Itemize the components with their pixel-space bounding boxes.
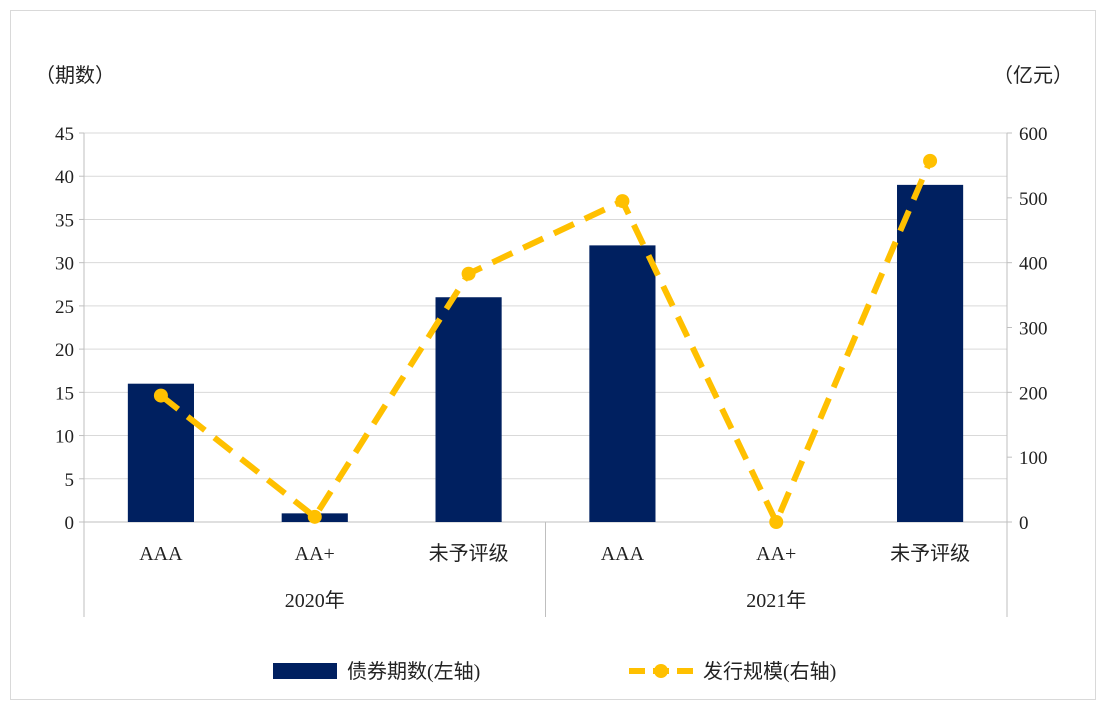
category-label: AAA bbox=[139, 543, 183, 565]
right-tick-label: 300 bbox=[1019, 319, 1048, 340]
bar bbox=[127, 383, 194, 522]
legend-bar-label: 债券期数(左轴) bbox=[347, 660, 480, 683]
line-point bbox=[769, 515, 784, 529]
left-axis-unit: （期数） bbox=[35, 65, 115, 87]
chart-frame: （期数） （亿元） 0 5 10 15 20 25 30 35 40 45 0 100 200 300 40… bbox=[10, 10, 1096, 700]
left-tick-label: 5 bbox=[65, 470, 75, 491]
left-tick-label: 10 bbox=[55, 427, 74, 448]
legend-bar-swatch bbox=[273, 663, 337, 679]
legend-line-label: 发行规模(右轴) bbox=[703, 660, 836, 683]
category-label: 未予评级 bbox=[890, 542, 970, 565]
category-label: AA+ bbox=[295, 543, 335, 565]
left-tick-label: 25 bbox=[55, 297, 74, 318]
category-label: 未予评级 bbox=[429, 542, 509, 565]
bar bbox=[897, 184, 964, 522]
chart-svg: 0 5 10 15 20 25 30 35 40 45 0 100 200 300 400 500 600 AAA… bbox=[55, 124, 1048, 683]
bar bbox=[435, 297, 502, 522]
right-tick-label: 0 bbox=[1019, 513, 1029, 534]
left-tick-label: 0 bbox=[65, 513, 75, 534]
right-axis-unit: （亿元） bbox=[993, 65, 1073, 87]
right-tick-label: 400 bbox=[1019, 254, 1048, 275]
right-tick-label: 100 bbox=[1019, 448, 1048, 469]
legend-line-marker bbox=[654, 664, 668, 678]
line-point bbox=[615, 194, 630, 209]
category-label: AA+ bbox=[756, 543, 796, 565]
group-label: 2020年 bbox=[285, 589, 345, 612]
left-tick-label: 45 bbox=[55, 124, 74, 145]
line-point bbox=[461, 266, 476, 281]
left-tick-label: 15 bbox=[55, 383, 74, 404]
line-point bbox=[307, 509, 322, 524]
category-label: AAA bbox=[601, 543, 645, 565]
left-tick-label: 35 bbox=[55, 210, 74, 231]
left-tick-label: 40 bbox=[55, 167, 74, 188]
line-point bbox=[153, 388, 168, 403]
right-tick-label: 600 bbox=[1019, 124, 1048, 145]
left-tick-label: 20 bbox=[55, 340, 74, 361]
line-point bbox=[923, 153, 938, 168]
bar bbox=[589, 245, 656, 522]
right-tick-label: 200 bbox=[1019, 383, 1048, 404]
group-label: 2021年 bbox=[746, 589, 806, 612]
left-tick-label: 30 bbox=[55, 254, 74, 275]
line-series bbox=[159, 159, 933, 530]
right-tick-label: 500 bbox=[1019, 189, 1048, 210]
